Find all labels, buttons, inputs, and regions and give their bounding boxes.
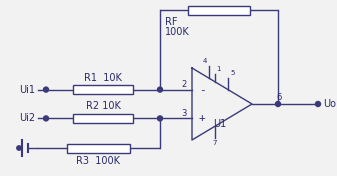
Text: 3: 3 [182,109,187,118]
Bar [188,5,250,14]
Text: Uo: Uo [323,99,336,109]
Bar [73,85,133,94]
Text: 2: 2 [182,80,187,89]
Text: 4: 4 [203,58,207,64]
Circle shape [43,87,49,92]
Text: 7: 7 [213,140,217,146]
Circle shape [43,116,49,121]
Text: Ui1: Ui1 [19,85,35,95]
Circle shape [17,146,21,150]
Text: R1  10K: R1 10K [84,73,122,83]
Text: Ui2: Ui2 [19,113,35,123]
Text: 5: 5 [230,70,234,76]
Circle shape [315,102,320,106]
Circle shape [157,87,162,92]
Text: 100K: 100K [165,27,190,37]
Bar [73,114,133,123]
Circle shape [157,116,162,121]
Bar [66,143,130,152]
Text: R3  100K: R3 100K [76,156,121,166]
Text: -: - [199,85,206,95]
Text: 6: 6 [276,93,281,102]
Text: RF: RF [165,17,178,27]
Text: U1: U1 [213,119,226,129]
Circle shape [276,102,280,106]
Text: +: + [199,113,206,123]
Text: R2 10K: R2 10K [86,101,120,111]
Text: 1: 1 [216,66,220,72]
